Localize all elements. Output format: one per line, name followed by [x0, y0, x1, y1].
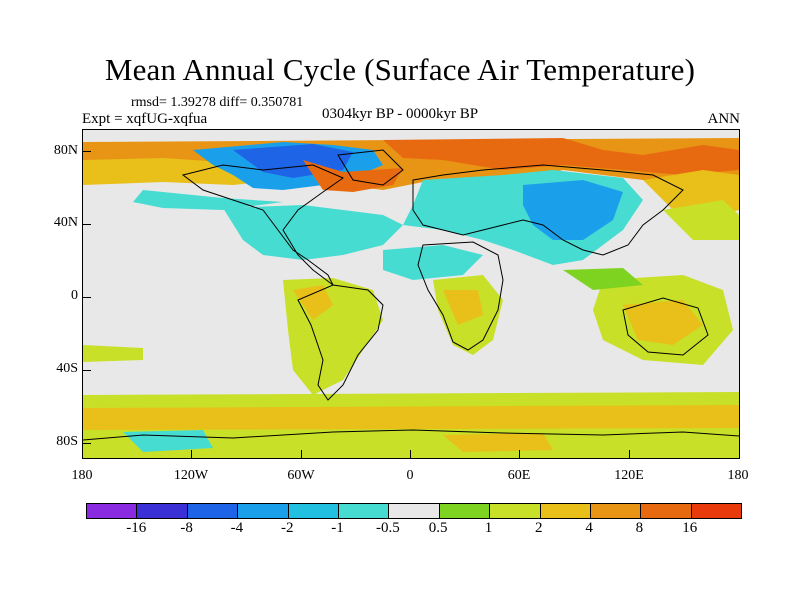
colorbar-label: -1 — [331, 520, 344, 536]
x-tick — [191, 450, 192, 458]
colorbar-box — [691, 504, 742, 518]
y-tick — [83, 370, 91, 371]
south-pacific-patch — [83, 345, 143, 362]
north-west-pacific-green — [663, 200, 739, 240]
colorbar-label: -16 — [126, 520, 147, 536]
colorbar-label: 2 — [535, 520, 543, 536]
x-label-180w: 180 — [71, 468, 93, 483]
season-label: ANN — [707, 111, 741, 127]
y-label-40n: 40N — [53, 215, 78, 230]
colorbar-box — [590, 504, 642, 518]
x-tick — [410, 450, 411, 458]
y-label-80s: 80S — [56, 434, 78, 449]
colorbar-box — [238, 504, 289, 518]
x-tick — [629, 450, 630, 458]
australia-warm — [623, 300, 703, 345]
colorbar-box — [389, 504, 440, 518]
southern-ocean-yellow — [83, 405, 739, 432]
colorbar-label: 16 — [682, 520, 698, 536]
asia-cold-region — [523, 180, 623, 240]
x-label-120e: 120E — [614, 468, 644, 483]
colorbar-box — [439, 504, 491, 518]
y-label-80n: 80N — [53, 143, 78, 158]
period-label: 0304kyr BP - 0000kyr BP — [322, 106, 479, 122]
x-label-60e: 60E — [507, 468, 531, 483]
y-tick — [83, 297, 91, 298]
antarctic-warm-patch — [443, 433, 553, 452]
colorbar-box — [641, 504, 692, 518]
x-label-60w: 60W — [287, 468, 315, 483]
amazon-warm — [293, 285, 333, 320]
figure-title: Mean Annual Cycle (Surface Air Temperatu… — [104, 52, 696, 87]
north-pacific-cool — [133, 190, 283, 210]
x-label-0: 0 — [406, 468, 414, 483]
colorbar-label: 1 — [484, 520, 493, 536]
colorbar-box — [338, 504, 390, 518]
colorbar-box — [540, 504, 591, 518]
coastlines — [83, 149, 739, 441]
north-america-cool — [223, 205, 403, 260]
colorbar-label: -4 — [230, 520, 244, 536]
colorbar-box — [187, 504, 239, 518]
colorbar-label: 0.5 — [428, 520, 448, 536]
experiment-label: Expt = xqfUG-xqfua — [82, 111, 208, 127]
colorbar-label: -2 — [280, 520, 294, 536]
y-tick — [83, 224, 91, 225]
colorbar-box — [87, 504, 138, 518]
colorbar-label: -8 — [180, 520, 193, 536]
north-africa-cool — [383, 245, 483, 280]
colorbar-label: 4 — [585, 520, 593, 536]
x-label-120w: 120W — [173, 468, 209, 483]
central-africa-warm — [443, 290, 483, 325]
y-label-40s: 40S — [56, 361, 78, 376]
stats-text: rmsd= 1.39278 diff= 0.350781 — [131, 95, 304, 110]
y-tick — [83, 151, 91, 152]
y-label-0: 0 — [71, 288, 78, 303]
x-tick — [301, 450, 302, 458]
map-svg — [83, 130, 739, 458]
colorbar-box — [137, 504, 188, 518]
colorbar-label: 8 — [635, 520, 644, 536]
temperature-map — [82, 129, 740, 459]
x-tick — [519, 450, 520, 458]
x-label-180e: 180 — [727, 468, 749, 483]
arctic-hot-band — [383, 138, 739, 175]
antarctica-region — [83, 428, 739, 458]
colorbar-label: -0.5 — [375, 520, 400, 536]
colorbar — [86, 503, 742, 519]
y-tick — [83, 443, 91, 444]
colorbar-box — [288, 504, 339, 518]
colorbar-box — [490, 504, 541, 518]
maritime-green — [563, 268, 643, 290]
